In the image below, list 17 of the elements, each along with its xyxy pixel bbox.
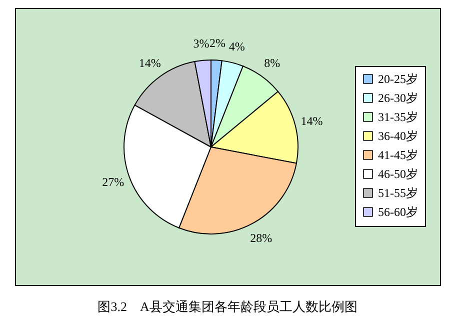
legend-label: 41-45岁: [378, 148, 418, 162]
legend-label: 31-35岁: [378, 110, 418, 124]
data-label: 8%: [264, 56, 280, 70]
legend-label: 26-30岁: [378, 91, 418, 105]
data-label: 14%: [138, 56, 161, 70]
legend-label: 36-40岁: [378, 129, 418, 143]
legend-label: 56-60岁: [378, 205, 418, 219]
data-label: 3%: [193, 36, 210, 50]
legend-label: 51-55岁: [378, 186, 418, 200]
data-label: 28%: [250, 231, 272, 246]
legend-label: 20-25岁: [378, 72, 418, 86]
data-label: 14%: [300, 114, 323, 128]
data-label: 2%: [210, 36, 226, 50]
data-label: 4%: [228, 39, 245, 54]
text: 图3.2 A县交通集团各年龄段员工人数比例图: [98, 299, 358, 314]
data-label: 27%: [102, 175, 124, 190]
legend-label: 46-50岁: [378, 167, 418, 181]
